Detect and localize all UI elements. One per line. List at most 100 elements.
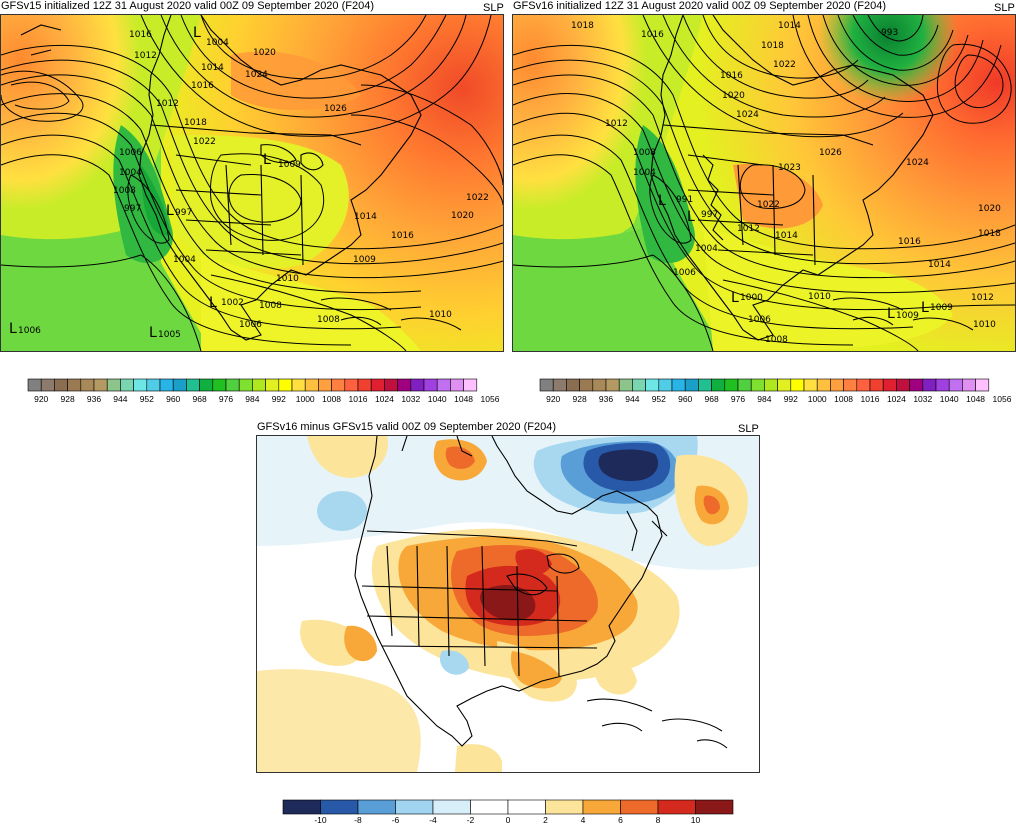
contour-label: 1018: [184, 118, 207, 128]
diff-colorbar-tick-label: -2: [467, 815, 475, 824]
gfsv16-field-label: SLP: [994, 2, 1015, 14]
slp-colorbar-tick-label: 1056: [993, 394, 1012, 404]
contour-label: 1002: [221, 298, 244, 308]
diff-colorbar-swatch: [395, 799, 434, 815]
contour-label: 991: [676, 195, 693, 205]
diff-colorbar-swatch: [282, 799, 321, 815]
contour-label: 1006: [748, 315, 771, 325]
slp-colorbar-swatch: [671, 378, 686, 392]
gfsv16-slp-map: 1018 1016 1014 1018 1022 1016 1020 1012 …: [512, 14, 1016, 352]
slp-colorbar-swatch: [238, 378, 253, 392]
slp-colorbar-swatch: [252, 378, 266, 392]
contour-label: 1018: [761, 41, 784, 51]
contour-label: 1014: [778, 21, 801, 31]
slp-colorbar-tick-label: 1056: [481, 394, 500, 404]
contour-label: 1022: [193, 137, 216, 147]
slp-colorbar-swatch: [777, 378, 792, 392]
diff-colorbar-swatch: [657, 799, 696, 815]
slp-colorbar-tick-label: 1024: [375, 394, 394, 404]
diff-colorbar-tick-label: 6: [618, 815, 623, 824]
slp-colorbar-swatch: [450, 378, 464, 392]
slp-colorbar-tick-label: 976: [731, 394, 745, 404]
slp-colorbar-tick-label: 920: [546, 394, 560, 404]
slp-colorbar-swatch: [843, 378, 858, 392]
slp-colorbar-swatch: [724, 378, 739, 392]
slp-colorbar-swatch: [304, 378, 319, 392]
contour-label: 1012: [156, 99, 179, 109]
slp-colorbar-tick-label: 976: [219, 394, 233, 404]
contour-label: 1020: [451, 211, 474, 221]
slp-colorbar-tick-label: 1032: [401, 394, 420, 404]
diff-colorbar-tick-label: -4: [429, 815, 437, 824]
contour-label: 1016: [391, 231, 414, 241]
contour-label: 1016: [191, 81, 214, 91]
slp-colorbar-swatch: [922, 378, 937, 392]
diff-field-label: SLP: [738, 423, 759, 435]
slp-colorbar-swatch: [658, 378, 673, 392]
contour-label: 1018: [571, 21, 594, 31]
low-marker: L: [9, 321, 17, 337]
slp-colorbar-tick-label: 1016: [349, 394, 368, 404]
slp-colorbar-swatch: [632, 378, 646, 392]
contour-label: 1006: [119, 148, 142, 158]
slp-colorbar-swatch: [331, 378, 346, 392]
slp-colorbar-tick-label: 992: [272, 394, 286, 404]
slp-colorbar-swatch: [882, 378, 897, 392]
slp-colorbar-swatch: [133, 378, 148, 392]
low-value: 997: [175, 208, 192, 218]
diff-colorbar-tick-label: 0: [506, 815, 511, 824]
slp-colorbar-swatch: [67, 378, 82, 392]
contour-label: 1008: [633, 148, 656, 158]
diff-colorbar-swatch: [507, 799, 546, 815]
low-marker: L: [166, 203, 174, 219]
slp-colorbar-swatch: [645, 378, 660, 392]
low-marker: L: [263, 152, 271, 168]
contour-label: 993: [881, 28, 898, 38]
contour-label: 1009: [278, 160, 301, 170]
slp-colorbar-right: 920 928 936 944 952 960 968 976 984 992 1000 1008 10…: [539, 378, 1012, 409]
contour-label: 1016: [898, 237, 921, 247]
contour-label: 1004: [695, 244, 718, 254]
contour-label: 1010: [973, 320, 996, 330]
slp-colorbar-tick-label: 936: [599, 394, 613, 404]
diff-colorbar-swatch: [320, 799, 359, 815]
slp-colorbar-swatch: [737, 378, 752, 392]
slp-colorbar-tick-label: 1040: [940, 394, 959, 404]
slp-colorbar-swatch: [896, 378, 910, 392]
slp-colorbar-swatch: [120, 378, 134, 392]
diff-colorbar-swatch: [470, 799, 509, 815]
contour-label: 1022: [773, 60, 796, 70]
diff-colorbar-swatch: [545, 799, 584, 815]
slp-colorbar-swatch: [605, 378, 620, 392]
slp-colorbar-tick-label: 920: [34, 394, 48, 404]
gfsv15-title: GFSv15 initialized 12Z 31 August 2020 va…: [1, 0, 375, 12]
contour-label: 1022: [757, 200, 780, 210]
contour-label: 1024: [736, 110, 759, 120]
slp-colorbar-swatch: [948, 378, 963, 392]
low-marker: L: [193, 25, 201, 41]
contour-label: 1014: [354, 212, 377, 222]
contour-label: 1024: [906, 158, 929, 168]
slp-colorbar-swatch: [539, 378, 554, 392]
slp-colorbar-tick-label: 1032: [913, 394, 932, 404]
contour-label: 1006: [673, 268, 696, 278]
low-marker: L: [658, 193, 666, 209]
diff-colorbar-swatch: [357, 799, 396, 815]
low-marker: L: [209, 295, 217, 311]
slp-colorbar-swatch: [816, 378, 831, 392]
slp-colorbar-swatch: [566, 378, 580, 392]
diff-colorbar: -10 -8 -6 -4 -2 0 2 4 6 8 10: [282, 799, 734, 824]
contour-label: 1009: [353, 255, 376, 265]
slp-colorbar-swatch: [318, 378, 332, 392]
slp-colorbar-tick-label: 1000: [296, 394, 315, 404]
slp-colorbar-swatch: [384, 378, 398, 392]
diff-colorbar-tick-label: 8: [656, 815, 661, 824]
slp-colorbar-swatch: [186, 378, 200, 392]
slp-colorbar-swatch: [278, 378, 293, 392]
contour-label: 1024: [245, 70, 268, 80]
slp-colorbar-swatch: [698, 378, 712, 392]
low-value: 1005: [158, 330, 181, 340]
contour-label: 1023: [778, 163, 801, 173]
slp-colorbar-swatch: [106, 378, 121, 392]
slp-colorbar-swatch: [684, 378, 699, 392]
